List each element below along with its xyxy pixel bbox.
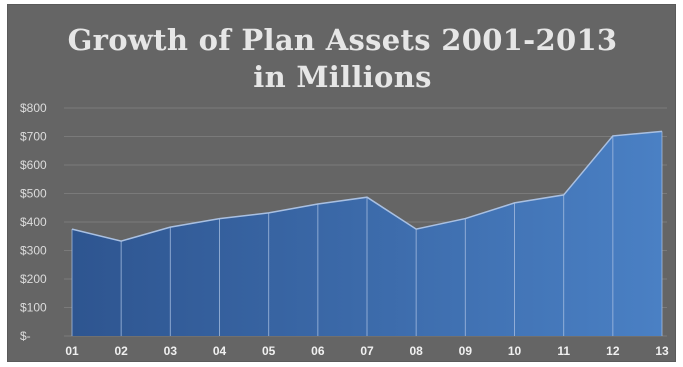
chart-title: Growth of Plan Assets 2001-2013	[67, 23, 618, 57]
x-tick-label: 10	[508, 344, 522, 358]
y-tick-label: $400	[20, 215, 47, 229]
x-tick-label: 11	[557, 344, 570, 358]
x-tick-label: 09	[459, 344, 473, 358]
x-tick-label: 06	[311, 344, 325, 358]
chart-subtitle: in Millions	[253, 60, 432, 94]
y-tick-label: $800	[20, 101, 47, 115]
y-tick-label: $100	[20, 301, 47, 315]
series-line	[71, 130, 663, 242]
x-tick-label: 05	[262, 344, 276, 358]
x-tick-label: 08	[409, 344, 423, 358]
chart-area: Growth of Plan Assets 2001-2013 in Milli…	[7, 4, 676, 362]
y-tick-label: $200	[20, 272, 47, 286]
y-tick-label: $600	[20, 158, 47, 172]
y-tick-label: $700	[20, 130, 47, 144]
y-tick-label: $-	[20, 329, 31, 343]
x-tick-label: 02	[114, 344, 128, 358]
y-tick-label: $500	[20, 187, 47, 201]
x-tick-label: 12	[606, 344, 620, 358]
x-tick-label: 04	[213, 344, 227, 358]
x-tick-label: 07	[360, 344, 374, 358]
x-tick-label: 01	[65, 344, 79, 358]
area-plot: $- $100 $200 $300 $400 $500 $600 $700 $800 01 02 0…	[20, 101, 669, 358]
y-tick-label: $300	[20, 244, 47, 258]
x-tick-label: 13	[655, 344, 669, 358]
x-tick-label: 03	[164, 344, 178, 358]
